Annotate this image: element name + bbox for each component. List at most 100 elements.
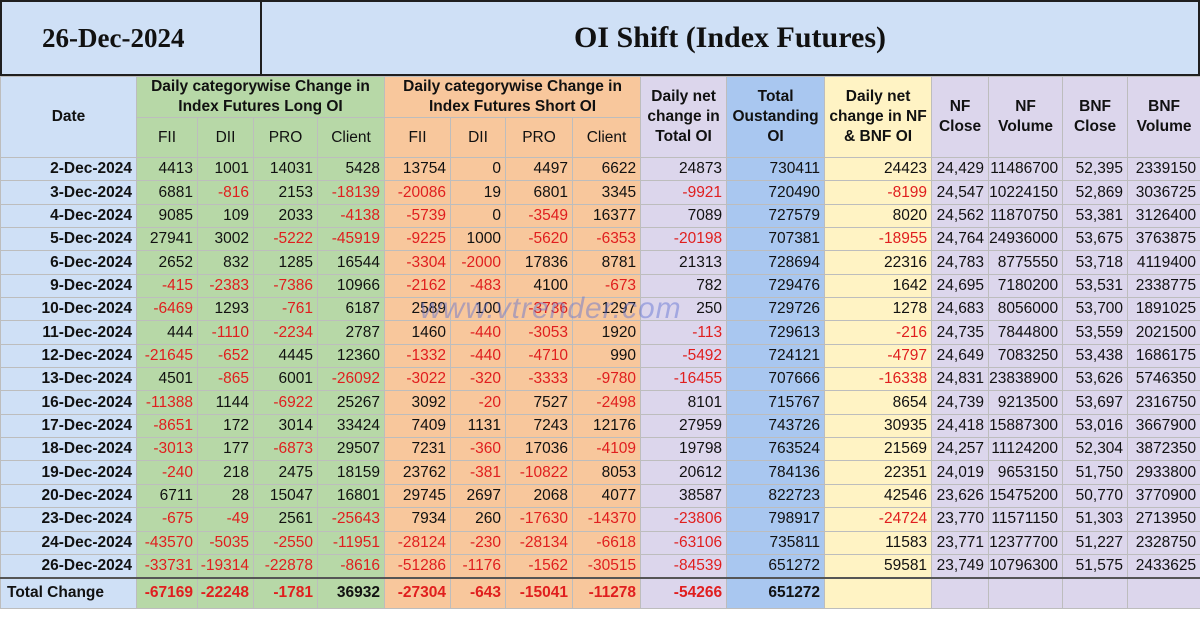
oi-table-body: 2-Dec-2024 4413 1001 14031 5428 13754 0 4497 662… — [0, 156, 1200, 579]
cell-short-dii: 19 — [450, 180, 507, 205]
cell-long-client: -25643 — [316, 507, 386, 532]
cell-short-pro: -4710 — [505, 343, 574, 369]
total-change-label: Total Change — [0, 576, 137, 610]
cell-short-dii: -1176 — [450, 553, 507, 579]
cell-short-fii: -5739 — [384, 203, 452, 229]
cell-nf-close: 24,019 — [931, 460, 990, 485]
table-row: 26-Dec-2024 -33731 -19314 -22878 -8616 -51286… — [0, 553, 1200, 579]
cell-short-dii: 1000 — [450, 227, 507, 252]
cell-long-pro: -2550 — [253, 530, 318, 555]
cell-short-client: 16377 — [572, 203, 642, 229]
cell-long-dii: 109 — [197, 203, 254, 229]
cell-short-dii: -483 — [450, 273, 507, 299]
cell-short-client: 990 — [572, 343, 642, 369]
cell-total-oi: 730411 — [726, 156, 826, 182]
cell-nf-volume: 10224150 — [988, 180, 1064, 205]
cell-nf-close: 24,257 — [931, 437, 990, 462]
cell-long-client: 16801 — [316, 483, 386, 509]
cell-nf-volume: 11124200 — [988, 437, 1064, 462]
cell-nf-volume: 15475200 — [988, 483, 1064, 509]
cell-long-client: -26092 — [316, 367, 386, 392]
short-pro-header: PRO — [505, 117, 574, 158]
cell-bnf-close: 53,700 — [1062, 297, 1129, 322]
cell-bnf-close: 53,381 — [1062, 203, 1129, 229]
col-total-oi-header: Total Oustanding OI — [726, 76, 826, 158]
cell-long-pro: 4445 — [253, 343, 318, 369]
cell-bnf-close: 53,559 — [1062, 320, 1129, 345]
cell-long-pro: 2475 — [253, 460, 318, 485]
short-oi-group-header: Daily categorywise Change in Index Futur… — [384, 76, 642, 118]
cell-nf-close: 24,739 — [931, 390, 990, 415]
cell-net-change: 782 — [640, 273, 728, 299]
cell-short-fii: -28124 — [384, 530, 452, 555]
cell-date: 10-Dec-2024 — [0, 297, 137, 322]
cell-short-dii: -2000 — [450, 250, 507, 275]
cell-long-fii: 27941 — [136, 227, 198, 252]
cell-long-fii: -43570 — [136, 530, 198, 555]
cell-long-pro: 1285 — [253, 250, 318, 275]
cell-bnf-close: 51,227 — [1062, 530, 1129, 555]
cell-short-dii: 260 — [450, 507, 507, 532]
cell-bnf-volume: 2433625 — [1127, 553, 1200, 579]
cell-nf-bnf-net: 42546 — [824, 483, 933, 509]
cell-net-change: 24873 — [640, 156, 728, 182]
cell-long-dii: 1001 — [197, 156, 254, 182]
total-long-pro: -1781 — [253, 576, 318, 610]
cell-bnf-volume: 3667900 — [1127, 413, 1200, 439]
cell-long-dii: 1293 — [197, 297, 254, 322]
cell-nf-bnf-net: 22316 — [824, 250, 933, 275]
cell-short-client: 12176 — [572, 413, 642, 439]
col-date-header: Date — [0, 76, 137, 158]
cell-nf-close: 24,783 — [931, 250, 990, 275]
cell-long-pro: 2561 — [253, 507, 318, 532]
cell-long-fii: 9085 — [136, 203, 198, 229]
cell-net-change: 19798 — [640, 437, 728, 462]
cell-short-fii: -3022 — [384, 367, 452, 392]
cell-short-client: -4109 — [572, 437, 642, 462]
cell-date: 6-Dec-2024 — [0, 250, 137, 275]
cell-short-fii: 13754 — [384, 156, 452, 182]
table-row: 9-Dec-2024 -415 -2383 -7386 10966 -2162 -483 41… — [0, 273, 1200, 299]
oi-table-wrapper: Date Daily categorywise Change in Index … — [0, 76, 1200, 630]
cell-short-pro: 7527 — [505, 390, 574, 415]
cell-short-fii: -3304 — [384, 250, 452, 275]
cell-short-fii: -9225 — [384, 227, 452, 252]
cell-date: 9-Dec-2024 — [0, 273, 137, 299]
cell-date: 12-Dec-2024 — [0, 343, 137, 369]
col-nf-volume-header: NF Volume — [988, 76, 1064, 158]
total-long-fii: -67169 — [136, 576, 198, 610]
cell-short-dii: 1131 — [450, 413, 507, 439]
cell-nf-close: 24,735 — [931, 320, 990, 345]
col-nf-close-header: NF Close — [931, 76, 990, 158]
cell-long-fii: -415 — [136, 273, 198, 299]
cell-net-change: -84539 — [640, 553, 728, 579]
cell-total-oi: 729613 — [726, 320, 826, 345]
total-empty-cell — [988, 576, 1064, 610]
cell-nf-volume: 10796300 — [988, 553, 1064, 579]
cell-bnf-close: 53,718 — [1062, 250, 1129, 275]
long-dii-header: DII — [197, 117, 254, 158]
cell-bnf-volume: 5746350 — [1127, 367, 1200, 392]
total-empty-cell — [824, 576, 933, 610]
cell-short-client: -14370 — [572, 507, 642, 532]
cell-nf-volume: 11486700 — [988, 156, 1064, 182]
cell-net-change: 7089 — [640, 203, 728, 229]
cell-bnf-volume: 4119400 — [1127, 250, 1200, 275]
cell-long-client: 10966 — [316, 273, 386, 299]
cell-short-fii: -2162 — [384, 273, 452, 299]
cell-net-change: 8101 — [640, 390, 728, 415]
cell-short-fii: 1460 — [384, 320, 452, 345]
table-row: 17-Dec-2024 -8651 172 3014 33424 7409 1131 7243… — [0, 413, 1200, 439]
cell-bnf-volume: 3036725 — [1127, 180, 1200, 205]
cell-nf-close: 24,429 — [931, 156, 990, 182]
cell-total-oi: 651272 — [726, 553, 826, 579]
cell-long-pro: -6873 — [253, 437, 318, 462]
cell-long-pro: 2033 — [253, 203, 318, 229]
cell-long-fii: -8651 — [136, 413, 198, 439]
cell-long-client: 29507 — [316, 437, 386, 462]
cell-total-oi: 798917 — [726, 507, 826, 532]
cell-short-client: -6353 — [572, 227, 642, 252]
cell-nf-volume: 7844800 — [988, 320, 1064, 345]
cell-short-client: -673 — [572, 273, 642, 299]
cell-nf-volume: 11571150 — [988, 507, 1064, 532]
